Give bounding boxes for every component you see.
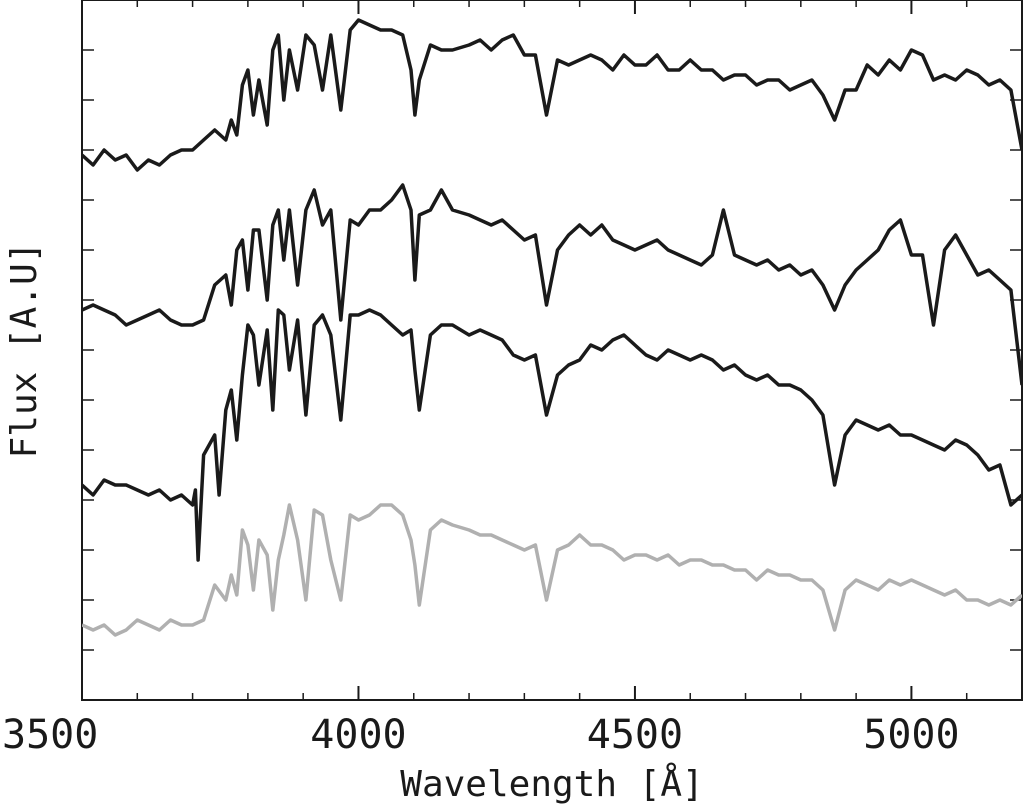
y-axis-ticks bbox=[82, 49, 1022, 651]
x-axis-title: Wavelength [Å] bbox=[400, 762, 703, 805]
x-tick-label: 3500 bbox=[2, 712, 98, 758]
spectrum-line-4 bbox=[82, 503, 1022, 637]
x-tick-label: 5000 bbox=[863, 712, 959, 758]
x-axis-ticks bbox=[81, 0, 1023, 700]
x-tick-label: 4000 bbox=[310, 712, 406, 758]
spectrum-line-1 bbox=[82, 18, 1022, 172]
spectrum-line-3 bbox=[82, 308, 1022, 562]
series-layer bbox=[82, 18, 1022, 637]
x-tick-labels: 3500 4000 4500 5000 bbox=[2, 712, 960, 758]
spectrum-line-2 bbox=[82, 183, 1022, 386]
x-tick-label: 4500 bbox=[587, 712, 683, 758]
y-axis-title: Flux [A.U] bbox=[4, 242, 45, 459]
